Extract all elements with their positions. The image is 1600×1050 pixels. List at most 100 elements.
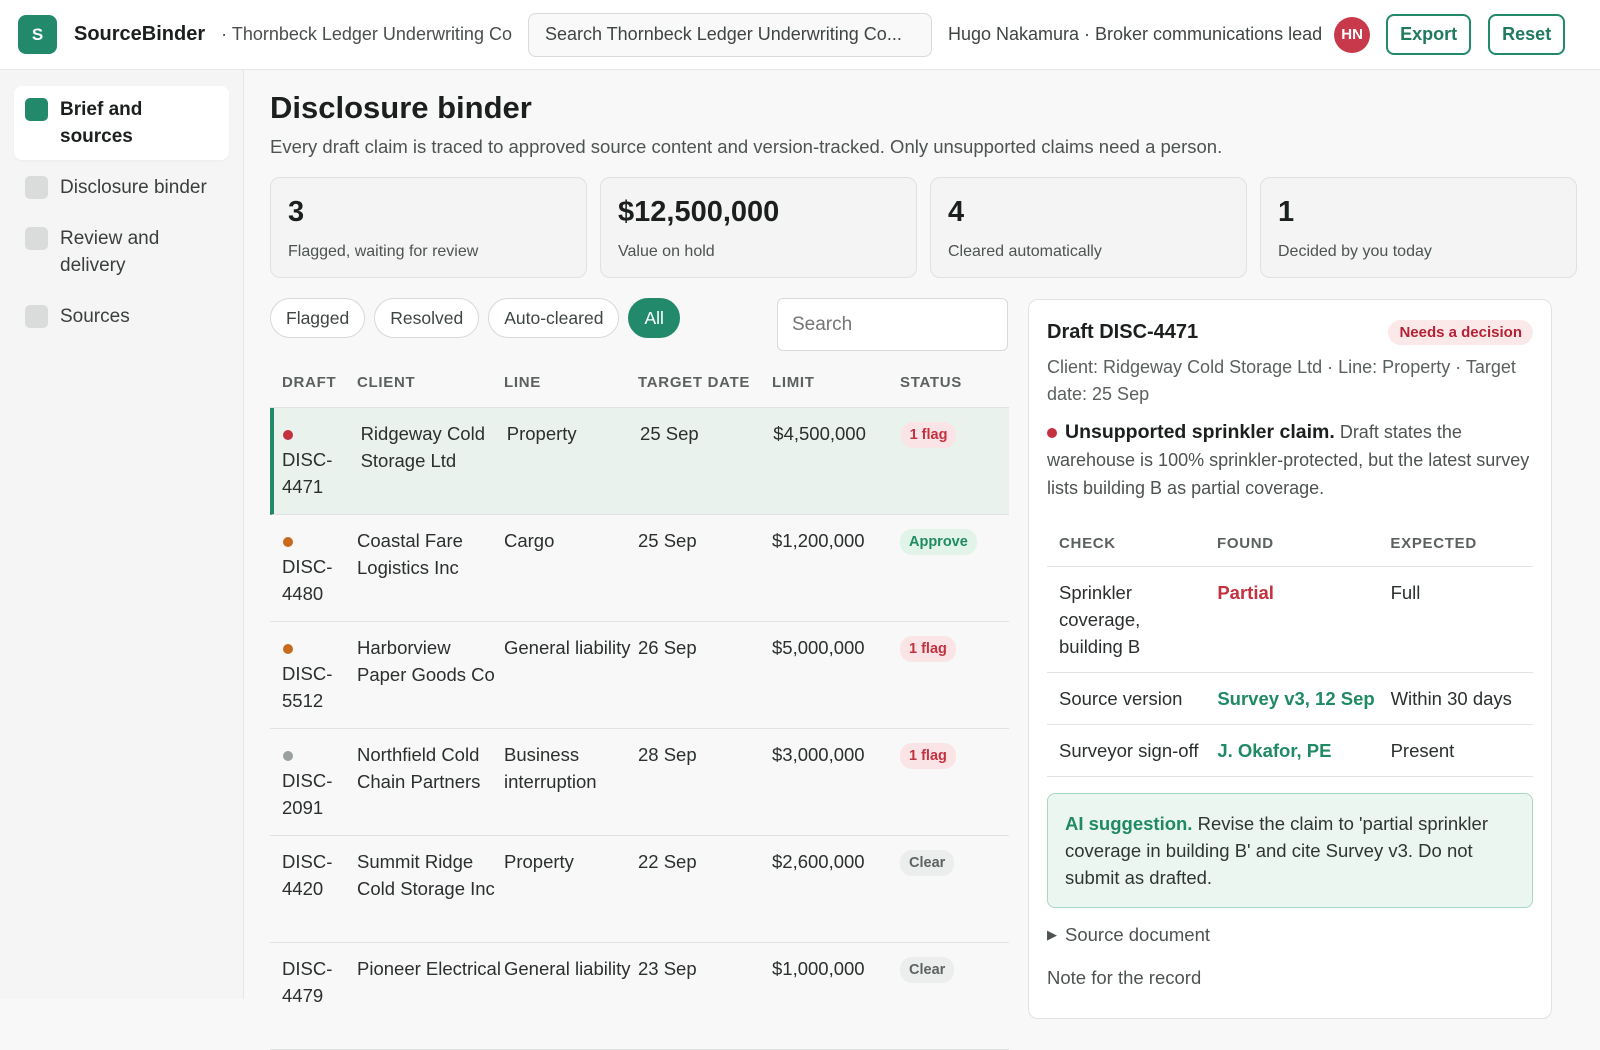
line-cell: General liability xyxy=(504,958,631,979)
check-found: J. Okafor, PE xyxy=(1217,740,1332,761)
table-search-input[interactable] xyxy=(777,298,1008,351)
nav-square-icon xyxy=(25,227,48,250)
issue-title: Unsupported sprinkler claim. xyxy=(1065,421,1335,443)
limit-cell: $1,200,000 xyxy=(772,530,865,551)
check-expected: Present xyxy=(1390,740,1455,761)
priority-dot-icon xyxy=(283,430,293,440)
table-row[interactable]: DISC- 2091 Northfield Cold Chain Partners… xyxy=(270,729,1009,836)
target-date-cell: 28 Sep xyxy=(638,744,697,765)
sidebar-item-review-and-delivery[interactable]: Review and delivery xyxy=(14,215,229,289)
column-header-limit[interactable]: LIMIT xyxy=(772,374,815,391)
status-cell: 1 flag xyxy=(900,634,1009,728)
sidebar-item-brief-and-sources[interactable]: Brief and sources xyxy=(14,86,229,160)
filter-chip-flagged[interactable]: Flagged xyxy=(270,298,366,338)
target-date-cell: 25 Sep xyxy=(638,530,697,551)
line-cell: Property xyxy=(506,423,577,444)
detail-title: Draft DISC-4471 xyxy=(1047,321,1199,343)
nav-square-icon xyxy=(25,98,48,121)
limit-cell: $4,500,000 xyxy=(773,423,866,444)
status-cell: 1 flag xyxy=(900,420,1009,514)
line-cell: Cargo xyxy=(504,530,555,551)
table-row[interactable]: DISC- 4480 Coastal Fare Logistics Inc Carg… xyxy=(270,515,1009,622)
ai-suggestion-text: Revise the claim to 'partial sprinkler c… xyxy=(1065,813,1488,888)
source-document-toggle[interactable]: ▶ Source document xyxy=(1047,924,1533,946)
line-cell: General liability xyxy=(504,637,631,658)
status-cell: 1 flag xyxy=(900,741,1009,835)
sidebar-item-disclosure-binder[interactable]: Disclosure binder xyxy=(14,164,229,211)
limit-cell: $2,600,000 xyxy=(772,851,865,872)
draft-id: DISC- 5512 xyxy=(282,663,333,711)
draft-id: DISC- 2091 xyxy=(282,770,333,818)
check-name: Sprinkler coverage, building B xyxy=(1059,582,1141,657)
draft-cell: DISC- 4480 xyxy=(270,527,357,621)
status-badge: 1 flag xyxy=(900,743,956,769)
client-cell: Coastal Fare Logistics Inc xyxy=(357,530,463,578)
org-name: · Thornbeck Ledger Underwriting Co xyxy=(221,24,512,44)
export-button[interactable]: Export xyxy=(1386,14,1472,55)
line-cell: Business interruption xyxy=(504,744,597,792)
limit-cell: $5,000,000 xyxy=(772,637,865,658)
sidebar: Brief and sources Disclosure binder Revi… xyxy=(0,70,244,999)
stat-label: Value on hold xyxy=(618,243,715,260)
check-row: Sprinkler coverage, building B Partial Ful… xyxy=(1047,567,1533,673)
status-badge: Clear xyxy=(900,850,955,876)
client-cell: Summit Ridge Cold Storage Inc xyxy=(357,851,495,899)
decision-status-badge: Needs a decision xyxy=(1388,320,1533,345)
checks-header-found: FOUND xyxy=(1217,534,1274,552)
sidebar-item-sources[interactable]: Sources xyxy=(14,293,229,340)
stat-value: 1 xyxy=(1278,196,1295,228)
table-row[interactable]: DISC- 4420 Summit Ridge Cold Storage Inc P… xyxy=(270,836,1009,943)
column-header-status[interactable]: STATUS xyxy=(900,374,962,391)
check-row: Surveyor sign-off J. Okafor, PE Present xyxy=(1047,725,1533,777)
status-badge: Clear xyxy=(900,957,955,983)
draft-id: DISC- 4420 xyxy=(282,851,333,899)
column-header-client[interactable]: CLIENT xyxy=(357,374,416,391)
global-search-input[interactable]: Search Thornbeck Ledger Underwriting Co.… xyxy=(527,12,932,57)
table-row[interactable]: DISC- 4471 Ridgeway Cold Storage Ltd Prope… xyxy=(270,408,1009,515)
stat-card-decided: 1 Decided by you today xyxy=(1260,177,1577,278)
table-body: DISC- 4471 Ridgeway Cold Storage Ltd Prope… xyxy=(270,408,1009,1050)
client-cell: Pioneer Electrical xyxy=(357,958,501,979)
checks-header: CHECK FOUND EXPECTED xyxy=(1047,520,1533,567)
sidebar-item-label: Disclosure binder xyxy=(60,177,207,198)
nav-square-icon xyxy=(25,176,48,199)
column-header-target-date[interactable]: TARGET DATE xyxy=(638,374,751,391)
draft-cell: DISC- 4479 xyxy=(270,955,357,1049)
app-logo: S xyxy=(18,15,57,54)
checks-header-expected: EXPECTED xyxy=(1390,534,1477,552)
client-cell: Harborview Paper Goods Co xyxy=(357,637,495,685)
sidebar-item-label: Review and delivery xyxy=(60,228,160,276)
client-cell: Northfield Cold Chain Partners xyxy=(357,744,481,792)
limit-cell: $1,000,000 xyxy=(772,958,865,979)
checks-header-check: CHECK xyxy=(1059,534,1116,552)
check-name: Surveyor sign-off xyxy=(1059,740,1199,761)
filter-chip-auto-cleared[interactable]: Auto-cleared xyxy=(488,298,620,338)
detail-meta: Client: Ridgeway Cold Storage Ltd · Line… xyxy=(1047,357,1516,404)
reset-button[interactable]: Reset xyxy=(1488,14,1566,55)
priority-dot-icon xyxy=(283,751,293,761)
check-expected: Full xyxy=(1390,582,1421,603)
stat-card-flagged: 3 Flagged, waiting for review xyxy=(270,177,587,278)
filter-chips: Flagged Resolved Auto-cleared All xyxy=(270,298,680,338)
ai-suggestion: AI suggestion. Revise the claim to 'part… xyxy=(1047,793,1533,908)
stat-label: Flagged, waiting for review xyxy=(288,243,479,260)
check-found: Partial xyxy=(1217,582,1274,603)
issue-summary: Unsupported sprinkler claim. Draft state… xyxy=(1047,418,1533,502)
table-row[interactable]: DISC- 5512 Harborview Paper Goods Co Gener… xyxy=(270,622,1009,729)
filter-chip-resolved[interactable]: Resolved xyxy=(374,298,480,338)
check-name: Source version xyxy=(1059,688,1183,709)
nav-square-icon xyxy=(25,305,48,328)
main-content: Disclosure binder Every draft claim is t… xyxy=(270,90,1577,1050)
priority-dot-icon xyxy=(283,537,293,547)
table-row[interactable]: DISC- 4479 Pioneer Electrical General liab… xyxy=(270,943,1009,1050)
stat-label: Decided by you today xyxy=(1278,243,1432,260)
avatar[interactable]: HN xyxy=(1334,16,1371,53)
column-header-draft[interactable]: DRAFT xyxy=(282,374,337,391)
sidebar-item-label: Sources xyxy=(60,306,130,327)
filter-chip-all[interactable]: All xyxy=(628,298,680,338)
check-found: Survey v3, 12 Sep xyxy=(1217,688,1375,709)
column-header-line[interactable]: LINE xyxy=(504,374,541,391)
page-subtitle: Every draft claim is traced to approved … xyxy=(270,136,1223,157)
check-expected: Within 30 days xyxy=(1390,688,1512,709)
status-cell: Clear xyxy=(900,848,1009,942)
